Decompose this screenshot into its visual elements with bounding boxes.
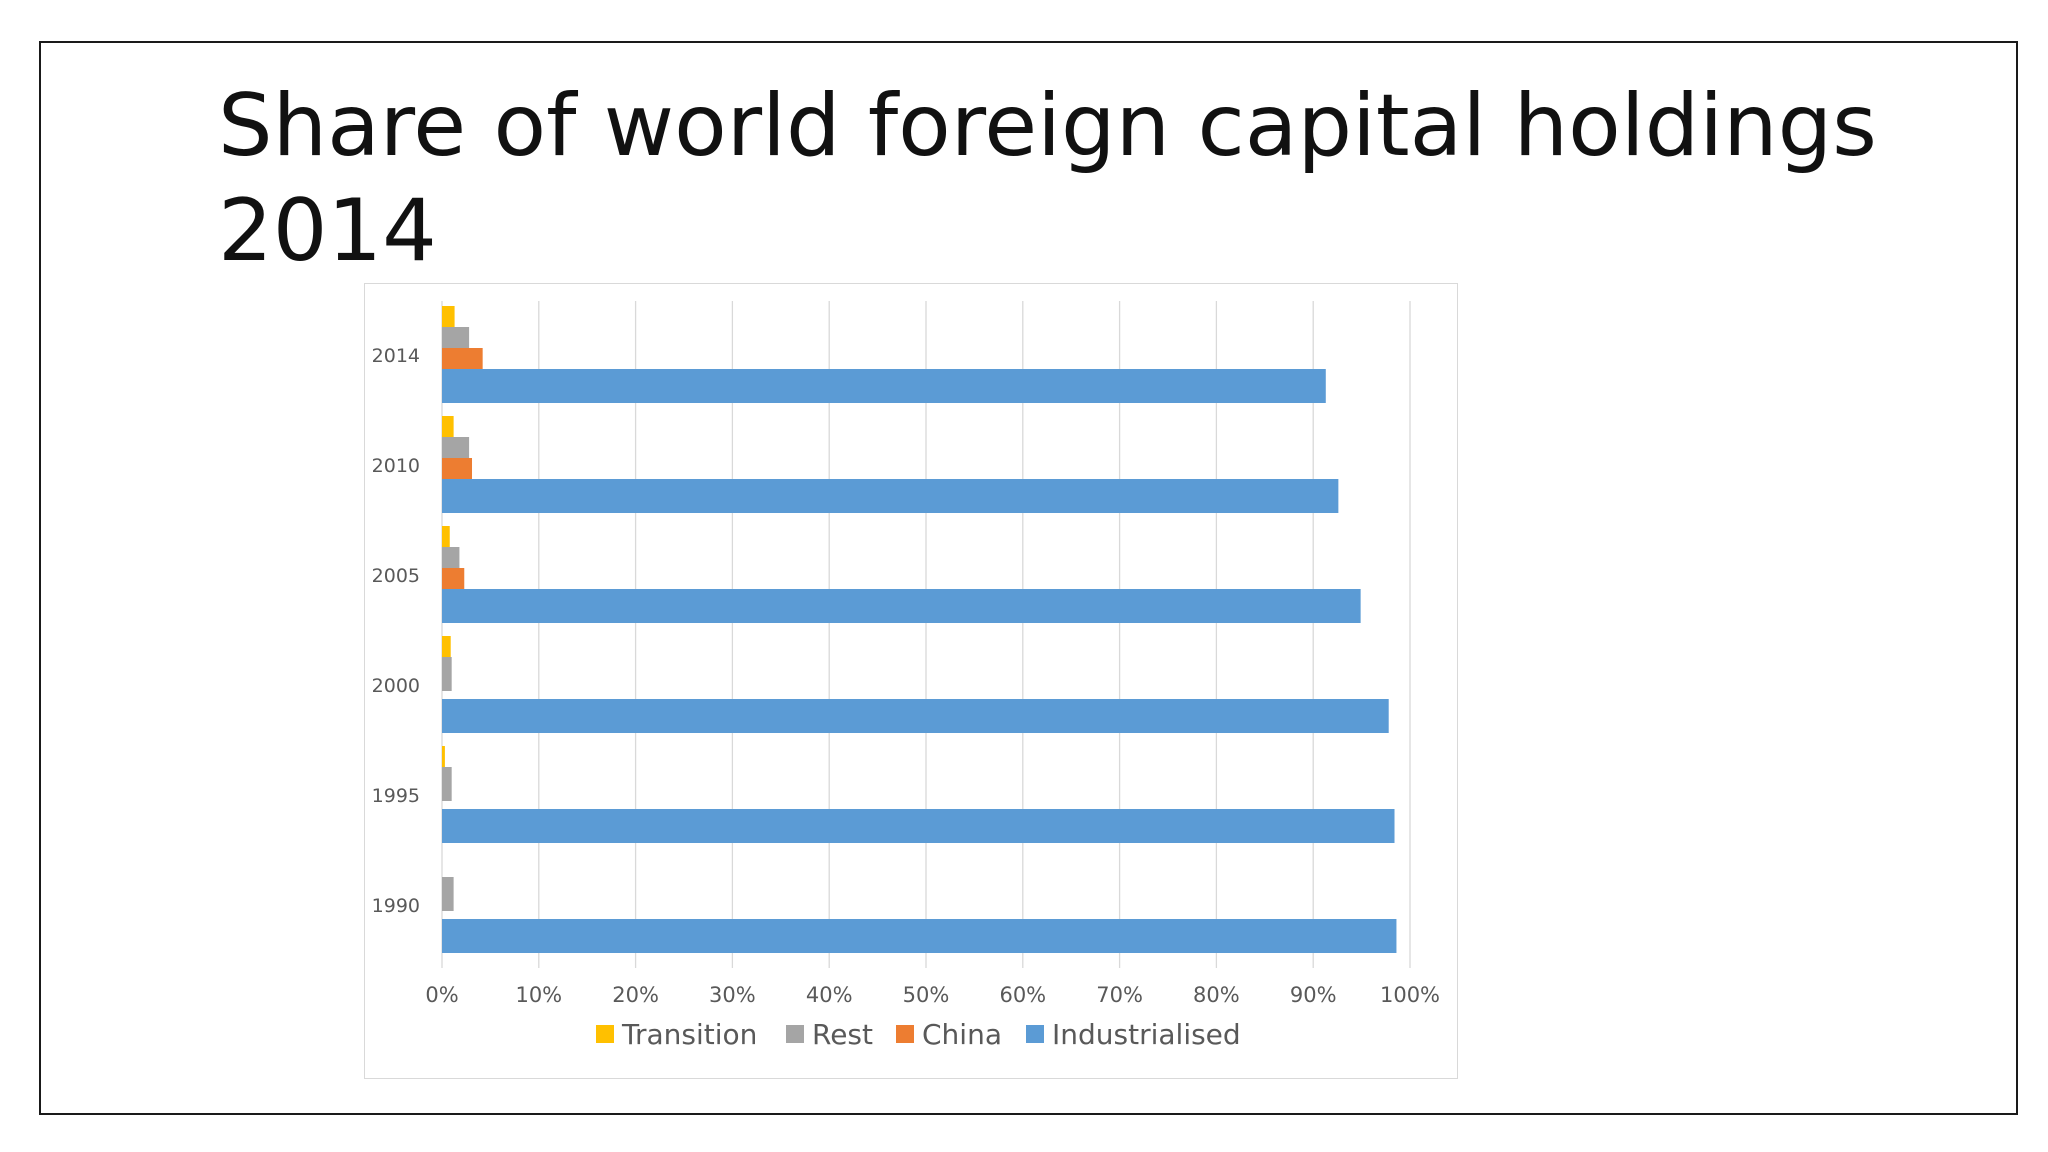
bar-industrialised-1995 [442, 809, 1395, 843]
x-tick-label: 90% [1290, 983, 1337, 1007]
x-tick-label: 70% [1096, 983, 1143, 1007]
category-label: 2000 [372, 675, 420, 697]
x-tick-label: 100% [1380, 983, 1440, 1007]
category-label: 2005 [372, 565, 420, 587]
bar-transition-2010 [442, 416, 454, 450]
slide-title: Share of world foreign capital holdings … [218, 76, 1877, 281]
category-label: 1995 [372, 785, 420, 807]
legend-label-china: China [922, 1018, 1002, 1051]
bar-rest-1995 [442, 767, 452, 801]
category-labels: 1990 1995 2000 2005 2010 2014 [372, 345, 420, 917]
legend-label-transition: Transition [621, 1018, 757, 1051]
category-label: 2010 [372, 455, 420, 477]
x-tick-label: 0% [425, 983, 458, 1007]
legend-label-industrialised: Industrialised [1052, 1018, 1241, 1051]
legend: Transition Rest China Industrialised [596, 1018, 1241, 1051]
category-label: 1990 [372, 895, 420, 917]
x-tick-label: 20% [612, 983, 659, 1007]
bar-transition-2000 [442, 636, 451, 670]
legend-swatch-rest [786, 1025, 804, 1043]
bar-industrialised-2010 [442, 479, 1339, 513]
x-tick-label: 30% [709, 983, 756, 1007]
legend-label-rest: Rest [812, 1018, 873, 1051]
bar-rest-2000 [442, 657, 452, 691]
x-tick-labels: 0% 10% 20% 30% 40% 50% 60% 70% 80% 90% 100% [425, 983, 1440, 1007]
bar-rest-1990 [442, 877, 454, 911]
gridlines [441, 301, 1411, 968]
bar-industrialised-2000 [442, 699, 1389, 733]
legend-swatch-transition [596, 1025, 614, 1043]
legend-swatch-china [896, 1025, 914, 1043]
x-tick-label: 60% [999, 983, 1046, 1007]
x-tick-label: 50% [903, 983, 950, 1007]
category-label: 2014 [372, 345, 420, 367]
x-tick-label: 10% [515, 983, 562, 1007]
bar-industrialised-2014 [442, 369, 1326, 403]
bar-transition-2005 [442, 526, 450, 560]
bar-transition-1995 [442, 746, 445, 780]
x-tick-label: 80% [1193, 983, 1240, 1007]
x-tick-label: 40% [806, 983, 853, 1007]
bars [442, 306, 1397, 953]
bar-industrialised-2005 [442, 589, 1361, 623]
legend-swatch-industrialised [1026, 1025, 1044, 1043]
bar-industrialised-1990 [442, 919, 1397, 953]
